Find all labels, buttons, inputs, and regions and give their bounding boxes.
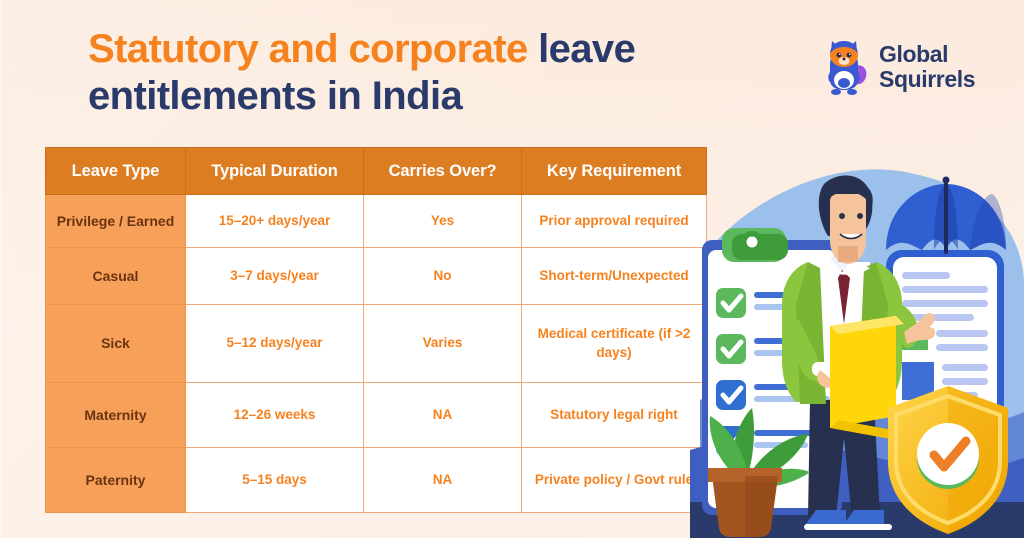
check-mark-green xyxy=(716,288,746,318)
cell-carries-over: No xyxy=(363,247,522,305)
column-header-carries-over: Carries Over? xyxy=(363,147,522,195)
cell-requirement: Medical certificate (if >2 days) xyxy=(521,304,707,383)
brand-name-line2: Squirrels xyxy=(879,66,976,92)
gold-shield-badge xyxy=(888,386,1008,534)
cell-leave-type: Paternity xyxy=(45,447,186,513)
page-title: Statutory and corporate leave entitlemen… xyxy=(88,26,748,120)
table-row: Maternity 12–26 weeks NA Statutory legal… xyxy=(45,382,707,448)
cell-carries-over: Varies xyxy=(363,304,522,383)
column-header-leave-type: Leave Type xyxy=(45,147,186,195)
cell-leave-type: Casual xyxy=(45,247,186,305)
cell-requirement: Private policy / Govt rule xyxy=(521,447,707,513)
cell-duration: 3–7 days/year xyxy=(185,247,364,305)
cell-leave-type: Maternity xyxy=(45,382,186,448)
table-row: Casual 3–7 days/year No Short-term/Unexp… xyxy=(45,247,707,305)
tie xyxy=(838,270,850,324)
cell-carries-over: Yes xyxy=(363,194,522,248)
page-title-line1-rest: leave xyxy=(527,27,636,71)
table-row: Sick 5–12 days/year Varies Medical certi… xyxy=(45,304,707,383)
table-header-row: Leave Type Typical Duration Carries Over… xyxy=(45,147,707,195)
cell-requirement: Statutory legal right xyxy=(521,382,707,448)
cell-duration: 5–15 days xyxy=(185,447,364,513)
orange-check-icon xyxy=(929,436,971,472)
brand-logo[interactable]: Global Squirrels xyxy=(818,36,976,98)
cell-requirement: Prior approval required xyxy=(521,194,707,248)
cell-duration: 5–12 days/year xyxy=(185,304,364,383)
brand-name-line1: Global xyxy=(879,41,949,68)
table-row: Paternity 5–15 days NA Private policy / … xyxy=(45,447,707,513)
cell-duration: 12–26 weeks xyxy=(185,382,364,448)
brand-name: Global Squirrels xyxy=(879,41,976,92)
potted-plant xyxy=(708,408,810,537)
eye xyxy=(857,213,863,219)
page-title-line2: entitlements in India xyxy=(88,74,463,119)
cell-requirement: Short-term/Unexpected xyxy=(521,247,707,305)
employee-benefits-illustration xyxy=(690,150,1024,538)
page-title-highlight: Statutory and corporate xyxy=(88,27,528,71)
check-mark-blue xyxy=(716,380,746,410)
column-header-key-requirement: Key Requirement xyxy=(521,147,707,195)
businessman-figure xyxy=(782,175,936,530)
cell-carries-over: NA xyxy=(363,447,522,513)
cell-leave-type: Sick xyxy=(45,304,186,383)
eye xyxy=(839,213,845,219)
check-mark-green xyxy=(716,334,746,364)
hand-pointing xyxy=(904,313,936,344)
column-header-typical-duration: Typical Duration xyxy=(185,147,364,195)
blue-umbrella xyxy=(886,176,1006,254)
cell-carries-over: NA xyxy=(363,382,522,448)
cell-leave-type: Privilege / Earned xyxy=(45,194,186,248)
squirrel-mascot-icon xyxy=(828,41,867,95)
table-row: Privilege / Earned 15–20+ days/year Yes … xyxy=(45,194,707,248)
cell-duration: 15–20+ days/year xyxy=(185,194,364,248)
yellow-folder xyxy=(830,316,904,440)
leave-entitlements-table: Leave Type Typical Duration Carries Over… xyxy=(45,147,707,513)
